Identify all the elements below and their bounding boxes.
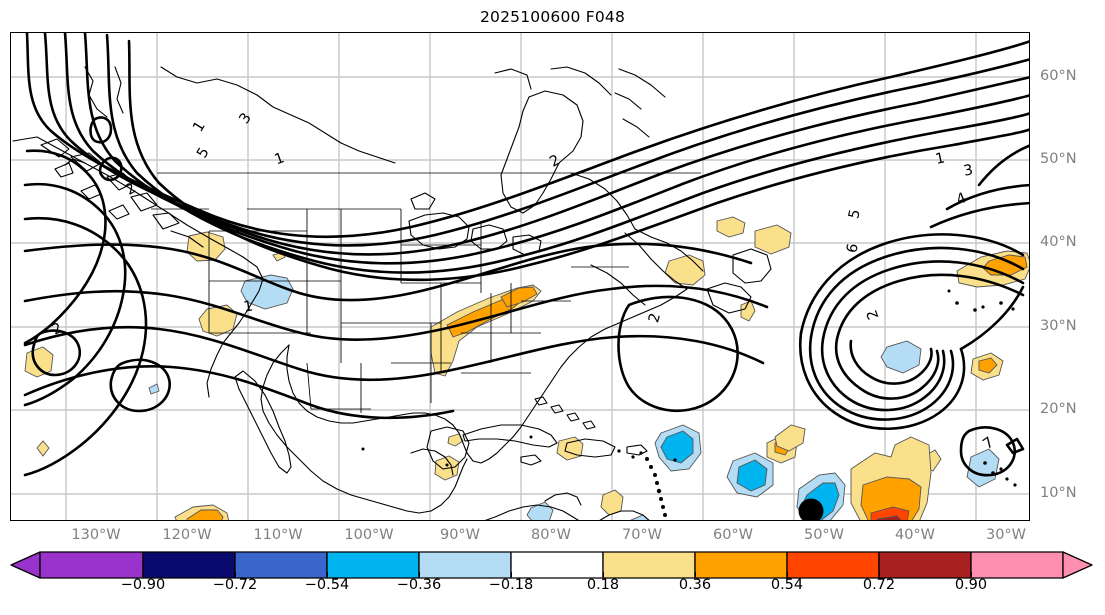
- colorbar-tick-label: −0.54: [304, 577, 350, 593]
- anomaly-patch: [860, 476, 922, 520]
- colorbar-tick: [235, 572, 236, 577]
- lon-label-40w: 40°W: [894, 527, 936, 543]
- colorbar-segment: [326, 551, 420, 579]
- colorbar[interactable]: −0.90 −0.72 −0.54 −0.36 −0.18 0.18 0.36 …: [0, 550, 1105, 615]
- colorbar-segment: [694, 551, 788, 579]
- colorbar-svg: [10, 551, 1093, 579]
- colorbar-extend-low: [10, 551, 41, 579]
- lat-label-20n: 20°N: [1040, 401, 1077, 417]
- contour-label: 3: [962, 162, 974, 179]
- chart-title: 2025100600 F048: [479, 8, 626, 26]
- contour-lines: [23, 33, 1029, 477]
- anomaly-patch: [240, 274, 294, 310]
- colorbar-tick-label: 0.18: [586, 577, 620, 593]
- lon-label-70w: 70°W: [621, 527, 663, 543]
- anomaly-patch: [556, 436, 584, 461]
- contour-label: 1: [190, 119, 208, 135]
- contour-label: 6: [844, 242, 861, 254]
- storm-marker-icon: [798, 498, 824, 520]
- colorbar-segment: [234, 551, 328, 579]
- lat-label-30n: 30°N: [1040, 318, 1077, 334]
- colorbar-segment: [878, 551, 972, 579]
- colorbar-tick: [879, 572, 880, 577]
- colorbar-tick-label: −0.36: [396, 577, 442, 593]
- colorbar-tick-label: −0.90: [120, 577, 166, 593]
- colorbar-tick: [327, 572, 328, 577]
- colorbar-segment: [39, 551, 144, 579]
- colorbar-tick: [419, 572, 420, 577]
- contour-label: 5: [846, 208, 864, 220]
- lon-label-80w: 80°W: [530, 527, 572, 543]
- colorbar-segment: [418, 551, 512, 579]
- anomaly-patch: [880, 340, 922, 374]
- anomaly-patch: [736, 459, 768, 492]
- anomaly-patch: [24, 346, 54, 378]
- lon-label-50w: 50°W: [803, 527, 845, 543]
- lat-label-50n: 50°N: [1040, 151, 1077, 167]
- anomaly-patch: [660, 430, 694, 464]
- colorbar-tick: [511, 572, 512, 577]
- contour-label: 2: [646, 311, 664, 324]
- anomaly-patch: [447, 433, 464, 447]
- colorbar-tick-label: −0.18: [488, 577, 534, 593]
- anomaly-patch: [978, 357, 998, 374]
- anomaly-patch: [870, 506, 910, 520]
- colorbar-segment: [510, 551, 604, 579]
- lon-label-60w: 60°W: [712, 527, 754, 543]
- colorbar-tick-label: −0.72: [212, 577, 258, 593]
- anomaly-patch: [500, 286, 538, 308]
- colorbar-segments: [10, 551, 1093, 579]
- colorbar-tick-label: 0.72: [862, 577, 896, 593]
- colorbar-tick: [143, 572, 144, 577]
- anomaly-patch: [198, 304, 238, 337]
- colorbar-tick-label: 0.90: [954, 577, 988, 593]
- anomaly-patch: [186, 509, 224, 520]
- colorbar-extend-high: [1062, 551, 1093, 579]
- contour-label: 1: [242, 298, 254, 315]
- anomaly-patch: [630, 514, 650, 520]
- anomaly-patch: [36, 440, 50, 457]
- colorbar-tick: [603, 572, 604, 577]
- lon-label-110w: 110°W: [253, 527, 303, 543]
- map-plot-area[interactable]: 1 3 5 2 1 2 1 2 2 1 3 4 5 6 2 7: [10, 32, 1030, 521]
- lon-label-100w: 100°W: [344, 527, 394, 543]
- anomaly-patch: [876, 515, 902, 520]
- lat-label-60n: 60°N: [1040, 68, 1077, 84]
- anomaly-patch: [716, 216, 746, 238]
- lat-label-10n: 10°N: [1040, 485, 1077, 501]
- lon-label-130w: 130°W: [71, 527, 121, 543]
- contour-label: 1: [273, 150, 287, 168]
- colorbar-segment: [602, 551, 696, 579]
- colorbar-tick-label: 0.54: [770, 577, 804, 593]
- contour-label: 5: [194, 145, 212, 161]
- lat-label-40n: 40°N: [1040, 234, 1077, 250]
- map-coastlines: [12, 66, 1017, 520]
- colorbar-segment: [142, 551, 236, 579]
- contour-label: 7: [980, 435, 997, 453]
- anomaly-patch: [754, 224, 792, 255]
- map-svg: 1 3 5 2 1 2 1 2 2 1 3 4 5 6 2 7: [11, 33, 1029, 520]
- gridlines: [11, 33, 1029, 520]
- anomaly-patch: [148, 383, 160, 395]
- anomaly-shading: [24, 216, 1029, 520]
- anomaly-patch: [966, 448, 1000, 488]
- colorbar-tick: [787, 572, 788, 577]
- anomaly-patch: [664, 254, 706, 286]
- colorbar-tick: [695, 572, 696, 577]
- colorbar-segment: [786, 551, 880, 579]
- anomaly-patch: [774, 424, 806, 452]
- contour-label: 1: [934, 150, 946, 168]
- colorbar-tick: [971, 572, 972, 577]
- lon-label-120w: 120°W: [162, 527, 212, 543]
- colorbar-segment: [970, 551, 1064, 579]
- contour-label: 2: [864, 307, 882, 321]
- contour-label: 3: [237, 110, 255, 127]
- lon-label-90w: 90°W: [439, 527, 481, 543]
- anomaly-patch: [526, 501, 554, 520]
- colorbar-tick-label: 0.36: [678, 577, 712, 593]
- lon-label-30w: 30°W: [985, 527, 1027, 543]
